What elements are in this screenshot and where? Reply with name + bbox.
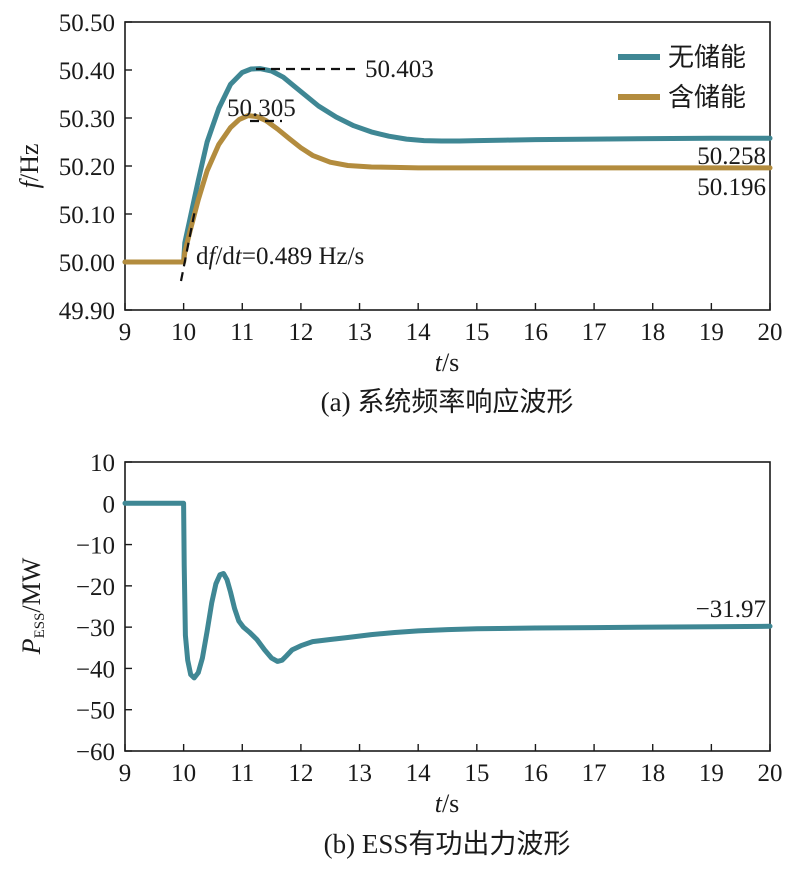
x-tick-label-b-6: 15 [464,760,489,787]
legend-label-no-ess: 无储能 [668,43,746,72]
x-tick-label-b-8: 17 [582,760,607,787]
rocof-label: df/dt=0.489 Hz/s [196,243,364,270]
y-tick-label-a-1: 50.00 [59,250,115,277]
x-tick-label-a-7: 16 [523,319,548,346]
series-group-b [122,500,773,681]
y-axis-title-b-unit: /MW [17,557,46,612]
final-no-ess-label: 50.258 [697,143,766,170]
x-axis-title-a-unit: /s [442,348,459,377]
x-tick-label-a-4: 13 [347,319,372,346]
y-tick-label-b-3: −30 [76,615,115,642]
y-axis-title-b: PESS/MW [17,557,48,655]
caption-b: (b) ESS有功出力波形 [324,829,571,859]
series-line-a-0 [122,66,773,265]
final-with-ess-label: 50.196 [697,174,766,201]
series-line-b-0 [122,500,773,681]
y-axis-title-a-unit: /Hz [15,144,44,182]
plot-area-b [124,461,771,752]
x-tick-label-a-5: 14 [406,319,432,346]
x-tick-label-b-0: 9 [119,760,132,787]
peak-with-ess-label: 50.305 [227,95,296,122]
rocof-mid: /d [215,243,235,270]
y-axis-title-a-var: f [15,177,44,188]
x-axis-title-b-var: t [435,789,443,818]
x-axis-title-a: t/s [435,348,460,377]
y-tick-label-b-6: 0 [103,491,116,518]
x-tick-label-a-10: 19 [699,319,724,346]
x-axis-title-b: t/s [435,789,460,818]
x-axis-title-b-unit: /s [442,789,459,818]
x-tick-label-a-8: 17 [582,319,607,346]
y-axis-title-b-sub: ESS [32,613,48,639]
x-tick-label-a-3: 12 [288,319,313,346]
final-power-label: −31.97 [696,596,766,623]
x-tick-label-b-4: 13 [347,760,372,787]
x-tick-label-b-11: 20 [758,760,783,787]
x-tick-label-b-10: 19 [699,760,724,787]
axis-ticks-a: 9 10 11 12 13 14 15 16 17 18 19 20 49.90 50.00 50.10 50… [59,10,783,346]
y-tick-label-b-2: −40 [76,656,115,683]
x-tick-label-b-1: 10 [171,760,196,787]
axis-ticks-b: 9 10 11 12 13 14 15 16 17 18 19 20 −60 −50 −40 −30 −20 −1… [76,450,783,787]
x-tick-label-a-6: 15 [464,319,489,346]
rocof-tangent-dashline [179,209,197,282]
y-tick-label-a-0: 49.90 [59,298,115,325]
x-tick-label-b-2: 11 [230,760,254,787]
caption-a: (a) 系统频率响应波形 [321,387,574,417]
y-tick-label-a-3: 50.20 [59,154,115,181]
series-line-a-1 [122,113,773,265]
rocof-t: t [235,243,243,270]
x-tick-label-b-3: 12 [288,760,313,787]
x-tick-label-b-9: 18 [640,760,665,787]
x-axis-title-a-var: t [435,348,443,377]
x-tick-label-a-0: 9 [119,319,132,346]
y-tick-label-b-1: −50 [76,698,115,725]
y-tick-label-b-0: −60 [76,739,115,766]
peak-no-ess-label: 50.403 [365,56,434,83]
x-tick-label-b-5: 14 [406,760,432,787]
y-tick-label-b-4: −20 [76,574,115,601]
y-tick-label-a-5: 50.40 [59,58,115,85]
y-tick-label-b-7: 10 [90,450,115,477]
frequency-chart: 9 10 11 12 13 14 15 16 17 18 19 20 49.90 50.00 50.10 50… [15,10,783,417]
series-group-a [122,66,773,265]
y-tick-label-a-2: 50.10 [59,202,115,229]
x-tick-label-a-11: 20 [758,319,783,346]
ess-power-chart: 9 10 11 12 13 14 15 16 17 18 19 20 −60 −50 −40 −30 −20 −1… [17,450,783,859]
y-tick-label-a-6: 50.50 [59,10,115,37]
legend-label-with-ess: 含储能 [668,83,746,112]
x-tick-label-a-1: 10 [171,319,196,346]
y-axis-title-a: f/Hz [15,144,44,189]
rocof-suffix: =0.489 Hz/s [242,243,364,270]
x-tick-label-a-2: 11 [230,319,254,346]
y-axis-title-b-var: P [17,638,46,655]
rocof-prefix: d [196,243,209,270]
y-tick-label-a-4: 50.30 [59,106,115,133]
x-tick-label-a-9: 18 [640,319,665,346]
x-tick-label-b-7: 16 [523,760,548,787]
legend-a: 无储能 含储能 [618,43,746,112]
rocof-f: f [209,243,219,270]
y-tick-label-b-5: −10 [76,533,115,560]
